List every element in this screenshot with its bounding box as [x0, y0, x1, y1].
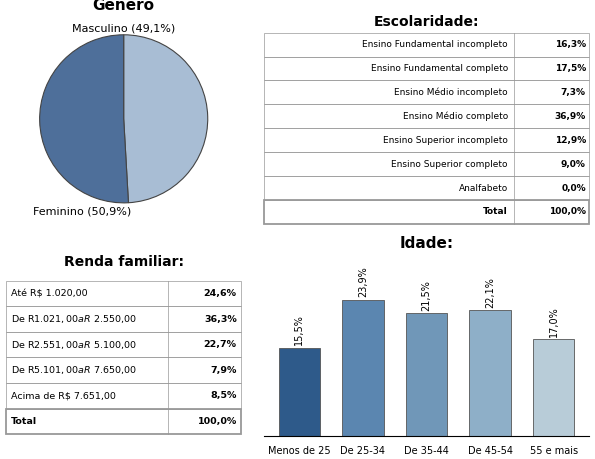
Bar — [6, 306, 242, 332]
Text: 36,9%: 36,9% — [555, 112, 586, 121]
Text: 12,9%: 12,9% — [555, 136, 586, 145]
Bar — [533, 339, 574, 436]
Text: Ensino Fundamental completo: Ensino Fundamental completo — [371, 64, 508, 73]
Title: Idade:: Idade: — [399, 236, 453, 251]
Bar — [469, 310, 511, 436]
Wedge shape — [124, 35, 208, 203]
Text: Ensino Médio incompleto: Ensino Médio incompleto — [394, 88, 508, 97]
Bar — [6, 358, 242, 383]
Text: 21,5%: 21,5% — [421, 280, 431, 311]
Text: Masculino (49,1%): Masculino (49,1%) — [72, 23, 176, 34]
Text: 22,7%: 22,7% — [203, 340, 237, 349]
Bar — [264, 152, 589, 176]
Text: Renda familiar:: Renda familiar: — [64, 255, 184, 269]
Text: 7,3%: 7,3% — [561, 88, 586, 97]
Text: 7,9%: 7,9% — [211, 366, 237, 375]
Bar — [264, 80, 589, 104]
Text: 15,5%: 15,5% — [295, 314, 304, 345]
Text: 24,6%: 24,6% — [203, 289, 237, 298]
Bar — [264, 104, 589, 128]
Text: De R$ 5.101,00 a R$ 7.650,00: De R$ 5.101,00 a R$ 7.650,00 — [11, 364, 137, 376]
Text: Escolaridade:: Escolaridade: — [374, 15, 479, 29]
Text: Total: Total — [483, 207, 508, 217]
Text: Analfabeto: Analfabeto — [459, 184, 508, 192]
Text: 0,0%: 0,0% — [561, 184, 586, 192]
Text: 36,3%: 36,3% — [204, 314, 237, 324]
Text: Ensino Fundamental incompleto: Ensino Fundamental incompleto — [362, 40, 508, 49]
Bar — [264, 200, 589, 224]
Text: Acima de R$ 7.651,00: Acima de R$ 7.651,00 — [11, 392, 115, 400]
Bar — [264, 176, 589, 200]
Bar — [406, 313, 447, 436]
Text: Ensino Superior completo: Ensino Superior completo — [392, 160, 508, 168]
Bar — [6, 383, 242, 409]
Title: Gênero: Gênero — [93, 0, 155, 12]
Wedge shape — [40, 35, 129, 203]
Text: 16,3%: 16,3% — [555, 40, 586, 49]
Bar — [6, 409, 242, 434]
Text: 8,5%: 8,5% — [211, 392, 237, 400]
Text: 100,0%: 100,0% — [198, 417, 237, 426]
Text: Ensino Médio completo: Ensino Médio completo — [402, 112, 508, 121]
Text: 9,0%: 9,0% — [561, 160, 586, 168]
Text: 17,0%: 17,0% — [549, 306, 559, 337]
Text: 17,5%: 17,5% — [555, 64, 586, 73]
Text: 22,1%: 22,1% — [485, 277, 495, 308]
Bar — [264, 33, 589, 56]
Text: 23,9%: 23,9% — [358, 267, 368, 297]
Bar — [264, 128, 589, 152]
Text: 100,0%: 100,0% — [549, 207, 586, 217]
Bar — [342, 300, 384, 436]
Text: Feminino (50,9%): Feminino (50,9%) — [33, 206, 131, 216]
Text: Ensino Superior incompleto: Ensino Superior incompleto — [383, 136, 508, 145]
Bar — [6, 332, 242, 358]
Text: Total: Total — [11, 417, 37, 426]
Bar — [6, 281, 242, 306]
Text: Até R$ 1.020,00: Até R$ 1.020,00 — [11, 289, 87, 298]
Text: De R$ 2.551,00 a R$ 5.100,00: De R$ 2.551,00 a R$ 5.100,00 — [11, 339, 137, 351]
Bar — [278, 347, 320, 436]
Bar — [264, 56, 589, 80]
Text: De R$ 1.021,00 a R$ 2.550,00: De R$ 1.021,00 a R$ 2.550,00 — [11, 313, 137, 325]
